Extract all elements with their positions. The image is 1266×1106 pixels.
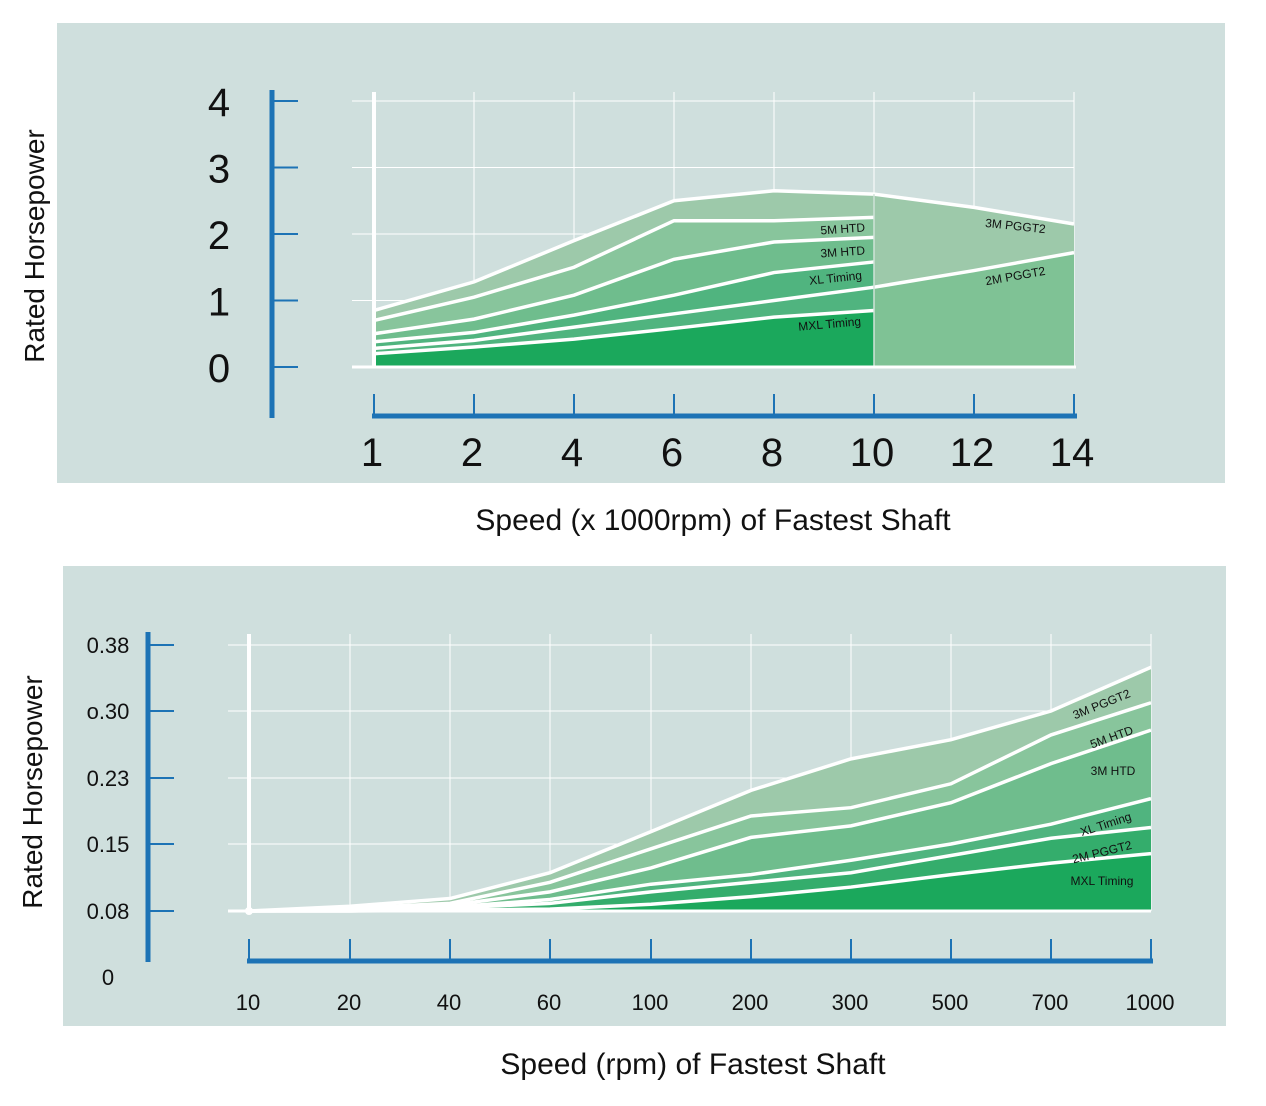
chart-2-x-tick-label-60: 60 [537, 990, 561, 1015]
chart-1-y-tick-label-4: 4 [208, 81, 230, 125]
chart-2-y-axis-label: Rated Horsepower [17, 675, 48, 909]
chart-2-line-3m-pggt2 [248, 665, 1152, 913]
chart-1-x-tick-label-1: 1 [361, 431, 383, 475]
chart-1-x-tick-label-4: 4 [561, 431, 583, 475]
chart-1-y-tick-label-2: 2 [208, 214, 230, 258]
chart-1-line-2m-pggt2 [873, 250, 1075, 289]
chart-1-series-label-mxl-timing: MXL Timing [798, 314, 862, 333]
chart-2-x-tick-label-200: 200 [732, 990, 769, 1015]
chart-1-x-tick-label-10: 10 [850, 431, 895, 475]
chart-2-x-tick-label-700: 700 [1032, 990, 1069, 1015]
chart-1-x-tick-label-12: 12 [950, 431, 995, 475]
chart-1-area-2m-pggt2 [874, 252, 1074, 367]
chart-1-line-xl-timing [373, 260, 875, 344]
chart-2-x-tick-label-1000: 1000 [1126, 990, 1175, 1015]
chart-1-x-axis-label: Speed (x 1000rpm) of Fastest Shaft [475, 504, 951, 537]
chart-1-line-5m-htd [373, 215, 875, 323]
chart-2-x-axis-label: Speed (rpm) of Fastest Shaft [500, 1048, 886, 1081]
chart-1-series-label-3m-pggt2: 3M PGGT2 [985, 216, 1047, 236]
chart-1-line-3m-pggt2 [373, 189, 1075, 313]
chart-2-y-tick-label-0: 0 [102, 965, 114, 990]
chart-1-line-3m-htd [373, 235, 875, 336]
chart-2-y-tick-label-0-08: 0.08 [87, 899, 130, 924]
chart-2-x-tick-label-10: 10 [236, 990, 260, 1015]
chart-2-origin-dot [245, 907, 253, 915]
chart-1-y-axis-label: Rated Horsepower [19, 129, 50, 363]
chart-2-x-tick-label-500: 500 [932, 990, 969, 1015]
chart-1-series-label-3m-htd: 3M HTD [820, 243, 866, 260]
chart-2-area-mxl-timing [249, 853, 1151, 911]
chart-1-x-tick-label-2: 2 [461, 431, 483, 475]
chart-1-series-label-xl-timing: XL Timing [809, 268, 863, 287]
chart-1-x-tick-label-14: 14 [1050, 431, 1095, 475]
chart-1-y-tick-label-0: 0 [208, 347, 230, 391]
chart-1-x-tick-label-6: 6 [661, 431, 683, 475]
chart-2-y-tick-label-0-38: 0.38 [87, 633, 130, 658]
chart-2-y-tick-label-0-15: 0.15 [87, 832, 130, 857]
chart-1-y-tick-label-1: 1 [208, 281, 230, 325]
chart-1-x-tick-label-8: 8 [761, 431, 783, 475]
chart-2-y-tick-label-o-30: o.30 [87, 699, 130, 724]
chart-1-area-mxl-timing [374, 310, 874, 367]
chart-1-y-tick-label-3: 3 [208, 148, 230, 192]
chart-1: 5M HTD 3M HTD XL Timing MXL Timing 3M PGGT2 2… [208, 81, 1094, 475]
chart-1-series-label-5m-htd: 5M HTD [820, 220, 866, 237]
chart-2-x-tick-label-20: 20 [337, 990, 361, 1015]
chart-1-line-inner [373, 285, 875, 351]
chart-1-line-mxl-timing [373, 308, 875, 356]
chart-2-x-tick-label-100: 100 [632, 990, 669, 1015]
chart-2-series-label-3m-htd: 3M HTD [1091, 764, 1136, 778]
chart-2-series-label-mxl-timing: MXL Timing [1071, 874, 1134, 888]
chart-2-x-tick-label-300: 300 [832, 990, 869, 1015]
chart-2-y-tick-label-0-23: 0.23 [87, 766, 130, 791]
chart-2-x-tick-label-40: 40 [437, 990, 461, 1015]
